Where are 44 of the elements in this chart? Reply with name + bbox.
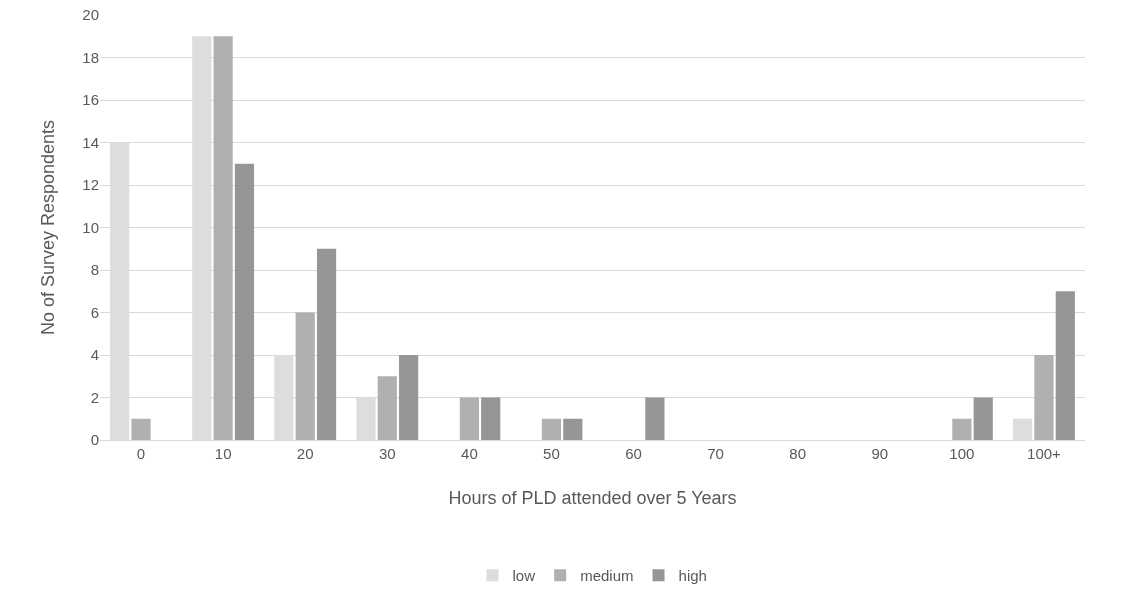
y-tick-label: 14 [82,133,99,151]
y-tick-label: 12 [82,176,99,194]
x-tick-label: 90 [871,445,889,462]
y-tick-label: 8 [90,261,99,279]
bar [541,418,562,440]
bar [377,376,397,440]
x-tick-label: 50 [543,445,560,462]
x-tick-label: 60 [625,445,642,462]
y-tick-label: 4 [90,346,99,364]
x-tick-label: 20 [296,445,314,462]
y-tick-label: 16 [82,91,99,109]
y-tick-label: 0 [90,431,99,449]
y-tick-label: 20 [82,6,99,24]
legend-label: high [678,567,707,585]
x-axis-title: Hours of PLD attended over 5 Years [448,488,737,508]
bar [481,397,501,440]
x-tick-label: 0 [136,445,146,462]
y-tick-label: 18 [82,48,99,66]
x-tick-label: 10 [214,445,232,462]
x-tick-label: 100 [949,445,975,462]
bar [973,397,993,440]
y-tick-label: 6 [90,303,99,321]
y-axis-title: No of Survey Respondents [38,119,58,336]
x-tick-label: 80 [789,445,807,462]
x-tick-label: 100+ [1027,445,1062,462]
y-tick-label: 10 [82,218,99,236]
legend-label: medium [580,567,634,585]
bar [295,312,315,440]
bar [316,248,337,440]
x-tick-label: 40 [461,445,478,462]
bar [131,418,151,440]
bar [399,355,419,440]
bar [563,418,583,440]
y-tick-label: 2 [90,388,99,406]
bar [952,418,972,440]
bar [459,397,479,440]
legend-label: low [512,567,536,585]
bar [1055,291,1075,440]
bar [1034,355,1054,440]
bar [645,397,665,440]
bar [234,163,255,440]
bar [213,36,233,440]
x-tick-label: 70 [707,445,724,462]
x-tick-label: 30 [378,445,396,462]
